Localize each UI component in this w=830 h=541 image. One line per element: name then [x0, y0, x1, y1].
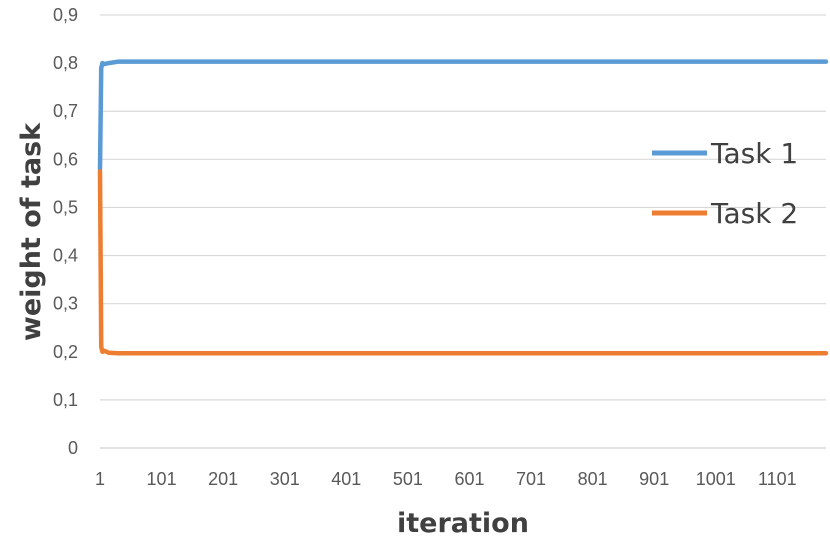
y-tick-label: 0,3	[53, 294, 78, 314]
x-tick-label: 1	[95, 469, 105, 489]
x-tick-label: 101	[147, 469, 177, 489]
x-tick-label: 401	[331, 469, 361, 489]
legend-label: Task 1	[710, 137, 798, 170]
x-tick-label: 901	[639, 469, 669, 489]
series-line	[97, 169, 829, 356]
x-tick-label: 301	[270, 469, 300, 489]
y-tick-label: 0,7	[53, 101, 78, 121]
x-tick-label: 201	[208, 469, 238, 489]
x-tick-label: 1101	[758, 469, 797, 489]
y-tick-label: 0,8	[53, 53, 78, 73]
x-axis-ticks: 1 101 201 301 401 501 601 701 801 901 1001 1101	[95, 469, 797, 489]
x-tick-label: 601	[454, 469, 484, 489]
x-tick-label: 801	[578, 469, 608, 489]
y-tick-label: 0,6	[53, 149, 78, 169]
y-axis-ticks: 0 0,1 0,2 0,3 0,4 0,5 0,6 0,7 0,8 0,9	[53, 5, 78, 458]
x-tick-label: 501	[393, 469, 423, 489]
legend: Task 1 Task 2	[652, 137, 798, 230]
y-tick-label: 0,4	[53, 246, 78, 266]
y-axis-title: weight of task	[16, 122, 47, 341]
y-tick-label: 0,1	[53, 390, 78, 410]
y-tick-label: 0,5	[53, 197, 78, 217]
series-lines	[97, 59, 829, 356]
legend-label: Task 2	[710, 197, 798, 230]
x-tick-label: 1001	[696, 469, 736, 489]
y-tick-label: 0,2	[53, 342, 78, 362]
x-axis-title: iteration	[397, 508, 529, 539]
y-tick-label: 0	[68, 438, 78, 458]
x-tick-label: 701	[516, 469, 546, 489]
y-tick-label: 0,9	[53, 5, 78, 25]
series-line	[97, 59, 829, 172]
